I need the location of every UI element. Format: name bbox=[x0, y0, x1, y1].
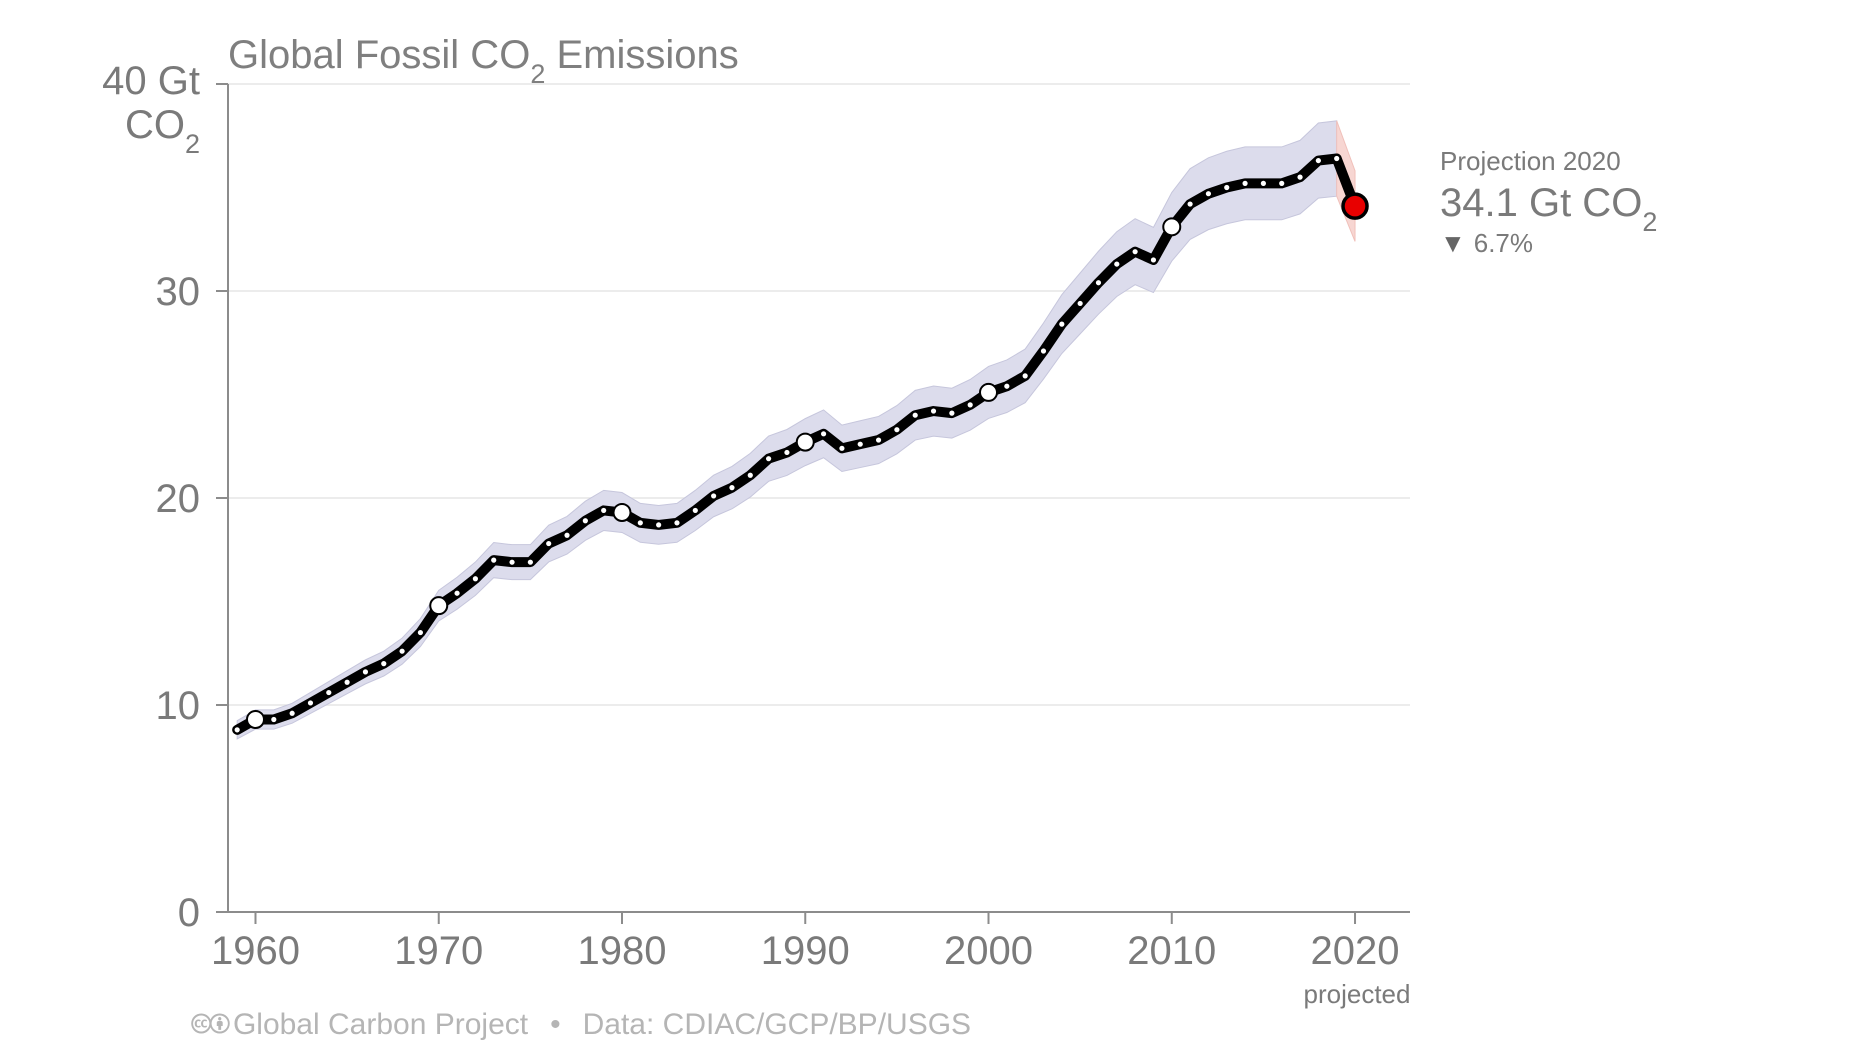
data-point bbox=[289, 710, 295, 716]
data-point bbox=[692, 507, 698, 514]
projection-annotation: Projection 2020 34.1 Gt CO2 ▼ 6.7% bbox=[1440, 146, 1657, 258]
chart-title: Global Fossil CO2 Emissions bbox=[228, 33, 739, 89]
projection-value: 34.1 Gt CO2 bbox=[1440, 181, 1657, 237]
data-point bbox=[326, 689, 332, 696]
data-point bbox=[930, 408, 937, 414]
down-triangle-icon: ▼ bbox=[1440, 228, 1466, 258]
data-point bbox=[491, 557, 497, 563]
projection-label: Projection 2020 bbox=[1440, 146, 1621, 176]
y-unit-line2: CO2 bbox=[125, 103, 200, 159]
data-point bbox=[1150, 257, 1157, 263]
decade-data-point bbox=[429, 596, 449, 616]
decade-data-point bbox=[1162, 217, 1182, 237]
data-point bbox=[381, 661, 387, 667]
data-point bbox=[582, 518, 588, 524]
data-point bbox=[307, 700, 314, 706]
projection-point bbox=[1341, 192, 1369, 220]
data-point bbox=[1315, 157, 1321, 164]
y-tick-label: 30 bbox=[156, 270, 201, 314]
y-tick-label: 0 bbox=[178, 891, 200, 935]
footer-separator: • bbox=[550, 1008, 561, 1041]
y-tick-label: 10 bbox=[156, 684, 201, 728]
data-point bbox=[509, 559, 515, 565]
data-point bbox=[912, 412, 918, 418]
data-point bbox=[1279, 180, 1285, 186]
data-point bbox=[1334, 155, 1340, 162]
data-point bbox=[454, 590, 460, 596]
data-point bbox=[362, 669, 369, 675]
projection-change: ▼ 6.7% bbox=[1440, 228, 1533, 258]
data-point bbox=[1224, 184, 1230, 191]
projected-label: projected bbox=[1304, 979, 1411, 1009]
data-point bbox=[820, 431, 827, 437]
decade-data-point bbox=[795, 432, 815, 452]
y-tick-label: 20 bbox=[156, 477, 201, 521]
data-point bbox=[234, 727, 240, 733]
data-point bbox=[601, 507, 607, 514]
footer-credit: 🅭🅯 Global Carbon Project • Data: CDIAC/GCP/… bbox=[191, 1008, 971, 1041]
data-point bbox=[857, 441, 863, 447]
data-point bbox=[766, 456, 772, 462]
decade-data-point bbox=[979, 382, 999, 402]
data-point bbox=[546, 540, 552, 547]
data-point bbox=[656, 522, 662, 528]
data-point bbox=[747, 472, 753, 478]
data-point bbox=[1040, 348, 1047, 354]
decade-data-point bbox=[245, 709, 265, 729]
data-point bbox=[1205, 191, 1212, 197]
data-point bbox=[271, 716, 277, 723]
data-point bbox=[1242, 180, 1248, 186]
y-tick-labels: 0 10 20 30 bbox=[156, 270, 201, 935]
data-point bbox=[344, 679, 350, 685]
axes bbox=[216, 83, 1410, 924]
data-point bbox=[784, 449, 790, 456]
x-tick-label: 1970 bbox=[394, 929, 483, 973]
data-point bbox=[527, 559, 533, 565]
x-tick-label: 2020 bbox=[1311, 929, 1400, 973]
data-point bbox=[417, 629, 424, 636]
data-point bbox=[1297, 174, 1303, 180]
data-point bbox=[1004, 383, 1010, 389]
x-tick-labels: 1960 1970 1980 1990 2000 2010 2020 bbox=[211, 929, 1400, 973]
data-point bbox=[839, 445, 845, 451]
data-point bbox=[399, 648, 405, 654]
data-point bbox=[967, 402, 973, 408]
data-point bbox=[711, 493, 717, 499]
x-tick-label: 1990 bbox=[761, 929, 850, 973]
decade-data-point bbox=[612, 502, 632, 522]
data-point bbox=[1077, 300, 1083, 307]
data-point bbox=[674, 520, 680, 526]
data-point bbox=[1114, 261, 1120, 267]
data-point bbox=[1260, 180, 1266, 186]
x-tick-label: 2000 bbox=[944, 929, 1033, 973]
x-tick-label: 1960 bbox=[211, 929, 300, 973]
data-point bbox=[1059, 321, 1065, 327]
data-point bbox=[637, 520, 643, 526]
data-point bbox=[1132, 249, 1138, 255]
data-point bbox=[564, 532, 570, 538]
x-tick-label: 2010 bbox=[1127, 929, 1216, 973]
data-points bbox=[234, 155, 1369, 733]
data-point bbox=[894, 427, 900, 433]
data-point bbox=[949, 410, 955, 416]
y-unit-line1: 40 Gt bbox=[102, 59, 200, 103]
data-point bbox=[1095, 280, 1102, 286]
x-tick-label: 1980 bbox=[578, 929, 667, 973]
data-point bbox=[472, 576, 478, 582]
creative-commons-icon: 🅭🅯 bbox=[191, 1008, 230, 1041]
data-point bbox=[1187, 201, 1193, 207]
data-point bbox=[729, 485, 735, 491]
data-point bbox=[1022, 373, 1028, 379]
data-point bbox=[875, 437, 882, 443]
grid-lines bbox=[228, 83, 1410, 706]
